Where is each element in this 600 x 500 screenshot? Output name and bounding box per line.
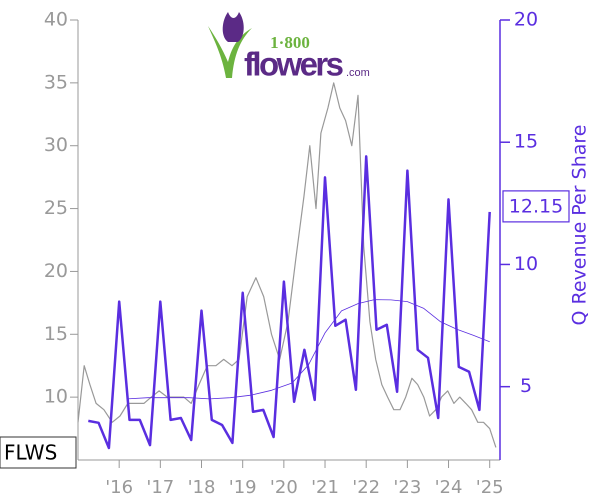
x-tick-label: '20 [270, 477, 298, 498]
y-tick-label: 10 [44, 386, 68, 408]
y2-tick-label: 10 [514, 253, 538, 275]
x-tick-label: '16 [105, 477, 133, 498]
logo-tulip [222, 12, 244, 42]
series-label-box [0, 436, 77, 469]
y2-tick-label: 20 [514, 9, 538, 31]
y-tick-label: 40 [44, 9, 68, 31]
y-tick-label: 15 [44, 323, 68, 345]
series-line [88, 155, 491, 450]
y-tick-label: 35 [44, 71, 68, 93]
series-label: FLWS [4, 441, 57, 465]
x-tick-label: '25 [476, 477, 504, 498]
y-tick-label: 25 [44, 197, 68, 219]
logo-suffix: .com [346, 67, 370, 79]
x-tick-label: '17 [146, 477, 174, 498]
x-tick-label: '19 [229, 477, 257, 498]
y-tick-label: 30 [44, 134, 68, 156]
value-label-box [502, 190, 570, 223]
x-tick-label: '22 [352, 477, 380, 498]
logo: 1·800 flowers .com [208, 12, 370, 83]
y2-tick-label: 15 [514, 131, 538, 153]
logo-name: flowers [244, 46, 344, 83]
logo-stem [208, 26, 252, 78]
y2-axis-label: Q Revenue Per Share [569, 125, 591, 326]
series-line [127, 299, 490, 400]
x-tick-label: '21 [311, 477, 339, 498]
y-tick-label: 20 [44, 260, 68, 282]
x-tick-label: '24 [435, 477, 463, 498]
logo-number: 1·800 [270, 33, 310, 52]
x-tick-label: '23 [393, 477, 421, 498]
x-tick-label: '18 [188, 477, 216, 498]
y2-tick-label: 5 [520, 375, 532, 397]
value-label: 12.15 [509, 195, 563, 217]
